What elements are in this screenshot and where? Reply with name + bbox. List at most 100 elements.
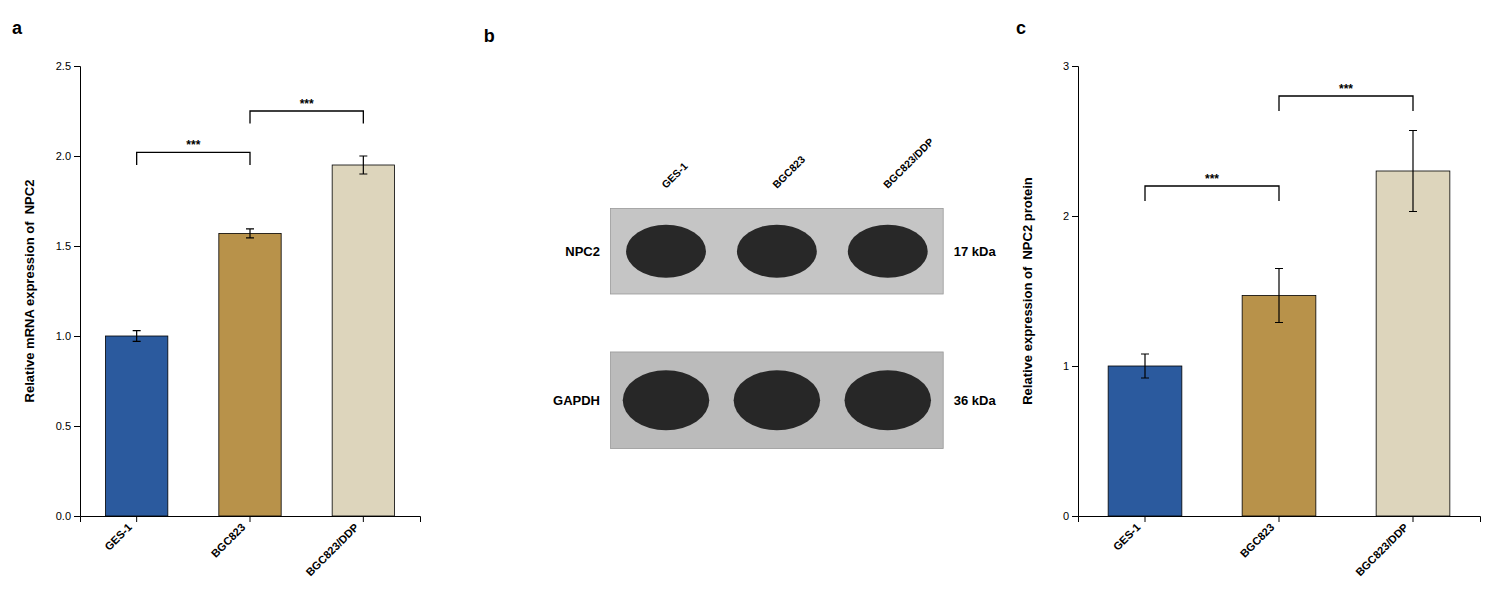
- y-tick-label: 0.0: [56, 510, 71, 522]
- significance-label: ***: [186, 138, 200, 152]
- x-tick: BGC823/DDP: [1353, 516, 1413, 578]
- y-tick: 2: [1063, 210, 1078, 222]
- x-tick-mark: [136, 516, 137, 522]
- y-tick-label: 1: [1063, 360, 1069, 372]
- x-tick-label: BGC823: [1238, 521, 1277, 560]
- plot-area: [1108, 131, 1450, 517]
- x-tick-mark: [250, 516, 251, 522]
- y-tick-label: 1.0: [56, 330, 71, 342]
- y-tick: 2.0: [56, 150, 80, 162]
- y-tick-mark: [1072, 216, 1078, 217]
- x-tick-mark: [363, 516, 364, 522]
- x-axis: GES-1 BGC823 BGC823/DDP: [1079, 516, 1481, 578]
- y-tick-mark: [74, 66, 80, 67]
- y-tick-label: 2: [1063, 210, 1069, 222]
- y-tick-mark: [1072, 516, 1078, 517]
- y-axis-title: Relative mRNA expression of NPC2: [22, 180, 37, 403]
- y-tick-label: 2.0: [56, 150, 71, 162]
- y-tick-label: 0.5: [56, 420, 71, 432]
- y-tick: 0.5: [56, 420, 80, 432]
- plot-area: [106, 156, 395, 516]
- significance-bracket: [1145, 186, 1279, 201]
- x-tick: BGC823: [209, 516, 250, 560]
- x-tick-mark: [1145, 516, 1146, 522]
- y-axis-title: Relative expression of NPC2 protein: [1020, 177, 1035, 405]
- y-tick-label: 0: [1063, 510, 1069, 522]
- bar: [219, 233, 281, 516]
- panel-label: b: [484, 26, 495, 46]
- significance-bracket: [137, 152, 250, 165]
- x-tick-label: GES-1: [102, 521, 134, 553]
- axis-line: [1079, 517, 1481, 523]
- band: [845, 370, 931, 430]
- band: [848, 225, 928, 278]
- x-tick-label: BGC823/DDP: [303, 521, 360, 578]
- x-tick-label: GES-1: [1111, 521, 1143, 553]
- y-tick: 2.5: [56, 60, 80, 72]
- lane-label: GES-1: [659, 160, 690, 191]
- x-tick-mark: [1279, 516, 1280, 522]
- y-axis: 0 1 2 3: [1063, 60, 1079, 522]
- y-tick-mark: [74, 246, 80, 247]
- panel-label: c: [1016, 18, 1026, 38]
- y-tick-mark: [74, 336, 80, 337]
- y-tick: 0: [1063, 510, 1078, 522]
- panel-label: a: [12, 18, 23, 38]
- band: [734, 370, 820, 430]
- error-bar: [246, 229, 254, 238]
- error-bar: [1275, 269, 1283, 323]
- blot-membrane: [611, 208, 944, 294]
- y-tick-label: 1.5: [56, 240, 71, 252]
- x-tick: GES-1: [1111, 516, 1145, 553]
- error-bar: [1409, 131, 1417, 212]
- band: [623, 370, 709, 430]
- y-tick-mark: [74, 156, 80, 157]
- blot-membrane: [611, 352, 944, 449]
- x-tick-mark: [1413, 516, 1414, 522]
- bar: [332, 165, 394, 516]
- significance-bracket: [1279, 96, 1413, 111]
- y-tick: 1: [1063, 360, 1078, 372]
- x-tick: GES-1: [102, 516, 136, 553]
- row-label: NPC2: [565, 244, 600, 259]
- x-axis: GES-1 BGC823 BGC823/DDP: [81, 516, 421, 578]
- axis-line: [1072, 67, 1079, 517]
- y-tick: 1.5: [56, 240, 80, 252]
- significance-label: ***: [1205, 172, 1219, 186]
- annotations: *** ***: [137, 97, 364, 165]
- y-tick-label: 3: [1063, 60, 1069, 72]
- panel: 0 1 2 3 GES-1 BGC823 BGC823/DDP Relative expres…: [1020, 60, 1481, 578]
- significance-bracket: [250, 111, 363, 124]
- x-tick: BGC823/DDP: [303, 516, 363, 578]
- error-bar: [359, 156, 367, 174]
- blot-panel: bGES-1BGC823BGC823/DDPNPC217 kDaGAPDH36 …: [484, 26, 997, 449]
- band: [626, 225, 706, 278]
- axis-line: [74, 67, 81, 517]
- bar: [1242, 296, 1316, 517]
- lane-label: BGC823/DDP: [881, 135, 936, 190]
- y-tick: 1.0: [56, 330, 80, 342]
- significance-label: ***: [300, 97, 314, 111]
- y-tick-mark: [1072, 366, 1078, 367]
- kda-label: 36 kDa: [954, 393, 997, 408]
- y-axis: 0.0 0.5 1.0 1.5 2.0 2.5: [56, 60, 81, 522]
- y-tick-mark: [1072, 66, 1078, 67]
- y-tick-mark: [74, 516, 80, 517]
- y-tick-label: 2.5: [56, 60, 71, 72]
- error-bar: [1141, 354, 1149, 378]
- x-tick: BGC823: [1238, 516, 1279, 560]
- significance-label: ***: [1339, 82, 1353, 96]
- bar: [1376, 171, 1450, 516]
- annotations: *** ***: [1145, 82, 1413, 201]
- bar: [1108, 366, 1182, 516]
- bar: [106, 336, 168, 516]
- x-tick-label: BGC823/DDP: [1353, 521, 1410, 578]
- y-tick: 3: [1063, 60, 1078, 72]
- panel: 0.0 0.5 1.0 1.5 2.0 2.5 GES-1 BGC823 BGC823/DDP R…: [22, 60, 421, 578]
- kda-label: 17 kDa: [954, 244, 997, 259]
- band: [737, 225, 817, 278]
- axis-line: [81, 517, 421, 523]
- x-tick-label: BGC823: [209, 521, 248, 560]
- lane-label: BGC823: [770, 153, 807, 190]
- y-tick-mark: [74, 426, 80, 427]
